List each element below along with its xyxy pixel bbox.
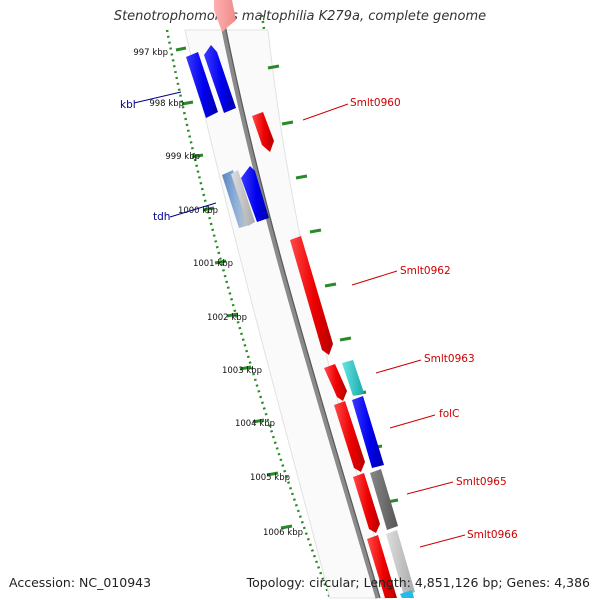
genome-backbone: [219, 19, 381, 599]
ruler-ticks-left: [175, 46, 293, 530]
gene-smlt0963-red[interactable]: [324, 364, 347, 401]
gene-label-tdh: tdh: [153, 211, 170, 223]
gene-bottom-cyan[interactable]: [400, 590, 414, 598]
gene-folC-red[interactable]: [334, 401, 365, 472]
gene-label-smlt0962: Smlt0962: [400, 265, 451, 277]
ruler-label: 1004 kbp: [235, 419, 275, 429]
gene-label-smlt0963: Smlt0963: [424, 353, 475, 365]
accession-label: Accession: NC_010943: [9, 575, 152, 590]
genome-backbone-shadow: [223, 19, 381, 599]
gene-smlt0965-red[interactable]: [353, 473, 380, 533]
ruler-label: 999 kbp: [165, 152, 200, 162]
gene-smlt0963-cyan[interactable]: [342, 360, 364, 396]
ruler-label: 1003 kbp: [222, 366, 262, 376]
gene-label-smlt0965: Smlt0965: [456, 476, 507, 488]
gene-label-smlt0960: Smlt0960: [350, 97, 401, 109]
ruler-label: 1006 kbp: [263, 528, 303, 538]
ruler-label: 997 kbp: [133, 48, 168, 58]
ruler-label: 1000 kbp: [178, 206, 218, 216]
ruler-label: 998 kbp: [149, 99, 184, 109]
left-gene-labels: kbl tdh: [120, 91, 217, 223]
gene-tdh-steel[interactable]: [222, 170, 250, 228]
map-title: Stenotrophomonas maltophilia K279a, comp…: [113, 9, 487, 24]
ruler-labels: 997 kbp 998 kbp 999 kbp 1000 kbp 1001 kb…: [133, 48, 303, 538]
gene-label-smlt0966: Smlt0966: [467, 529, 518, 541]
gene-label-kbl: kbl: [120, 99, 136, 111]
gene-smlt0966-red[interactable]: [367, 535, 397, 598]
gene-smlt0965-gray[interactable]: [370, 469, 398, 530]
gene-smlt0962[interactable]: [290, 236, 333, 355]
gene-smlt0966-gray[interactable]: [386, 530, 415, 596]
gene-tdh-blue[interactable]: [241, 166, 269, 222]
gene-tdh-gray[interactable]: [231, 170, 255, 226]
gene-folC-blue[interactable]: [352, 396, 384, 468]
gene-label-folc: folC: [439, 408, 459, 420]
ruler-label: 1001 kbp: [193, 259, 233, 269]
ruler-label: 1002 kbp: [207, 313, 247, 323]
gene-blue-2[interactable]: [204, 45, 236, 113]
gene-top-pink[interactable]: [214, 0, 236, 32]
gene-smlt0960[interactable]: [252, 112, 274, 152]
gene-kbl[interactable]: [186, 52, 218, 118]
right-gene-labels: Smlt0960 Smlt0962 Smlt0963 folC Smlt0965…: [302, 97, 518, 548]
genome-summary-label: Topology: circular; Length: 4,851,126 bp…: [246, 575, 590, 590]
ruler-label: 1005 kbp: [250, 473, 290, 483]
